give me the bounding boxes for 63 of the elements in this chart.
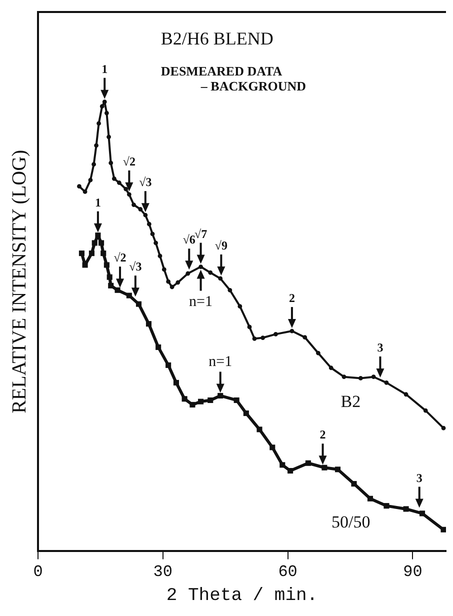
point — [419, 510, 426, 516]
point — [88, 250, 94, 256]
point — [288, 468, 294, 474]
annotation: 2 — [288, 291, 295, 306]
annotation: √6 — [182, 232, 196, 247]
point — [95, 232, 101, 238]
point — [367, 496, 373, 502]
point — [256, 426, 262, 432]
x-tick-label: 30 — [153, 563, 172, 582]
series-label: B2 — [340, 392, 361, 412]
annotation: √7 — [194, 226, 208, 241]
point — [106, 274, 112, 280]
annotation: n=1 — [208, 354, 232, 370]
x-axis-title: 2 Theta / min. — [166, 586, 318, 606]
annotation: √2 — [122, 154, 136, 169]
point — [280, 462, 286, 468]
point — [100, 250, 106, 256]
annotation: 3 — [377, 340, 384, 355]
point — [234, 397, 240, 403]
point — [82, 262, 88, 268]
annotation: √9 — [214, 238, 228, 253]
text: – BACKGROUND — [200, 78, 306, 94]
point — [243, 410, 249, 416]
annotation: 1 — [94, 195, 101, 210]
point — [78, 250, 84, 256]
point — [334, 466, 341, 472]
annotation: 1 — [102, 62, 108, 76]
point — [198, 398, 204, 404]
point — [173, 380, 179, 386]
point — [166, 362, 172, 368]
point — [270, 444, 276, 450]
point — [146, 321, 152, 327]
y-axis-title: RELATIVE INTENSITY (LOG) — [8, 150, 30, 414]
point — [98, 240, 104, 246]
annotation: √3 — [129, 260, 142, 274]
point — [114, 287, 120, 293]
point — [351, 481, 357, 487]
point — [126, 292, 132, 298]
point — [208, 397, 214, 403]
point — [156, 344, 162, 350]
point — [218, 392, 224, 399]
point — [440, 526, 446, 532]
annotation: √3 — [139, 175, 152, 190]
series-label: 50/50 — [331, 512, 370, 532]
point — [190, 402, 196, 408]
point — [104, 262, 110, 268]
point — [108, 282, 114, 288]
annotation: 2 — [320, 428, 326, 442]
annotation: √2 — [114, 250, 126, 265]
annotation: 3 — [416, 470, 422, 485]
point — [182, 396, 188, 402]
chart-title: B2/H6 BLEND — [160, 28, 274, 49]
x-tick-label: 90 — [403, 563, 422, 582]
point — [403, 506, 409, 512]
point — [384, 503, 390, 509]
x-tick-label: 0 — [33, 563, 43, 582]
point — [322, 464, 328, 470]
text: DESMEARED DATA — [160, 63, 283, 78]
annotation: n=1 — [189, 294, 213, 310]
x-tick-label: 60 — [278, 563, 298, 582]
point — [92, 240, 98, 246]
point — [136, 301, 142, 307]
point — [305, 460, 311, 466]
